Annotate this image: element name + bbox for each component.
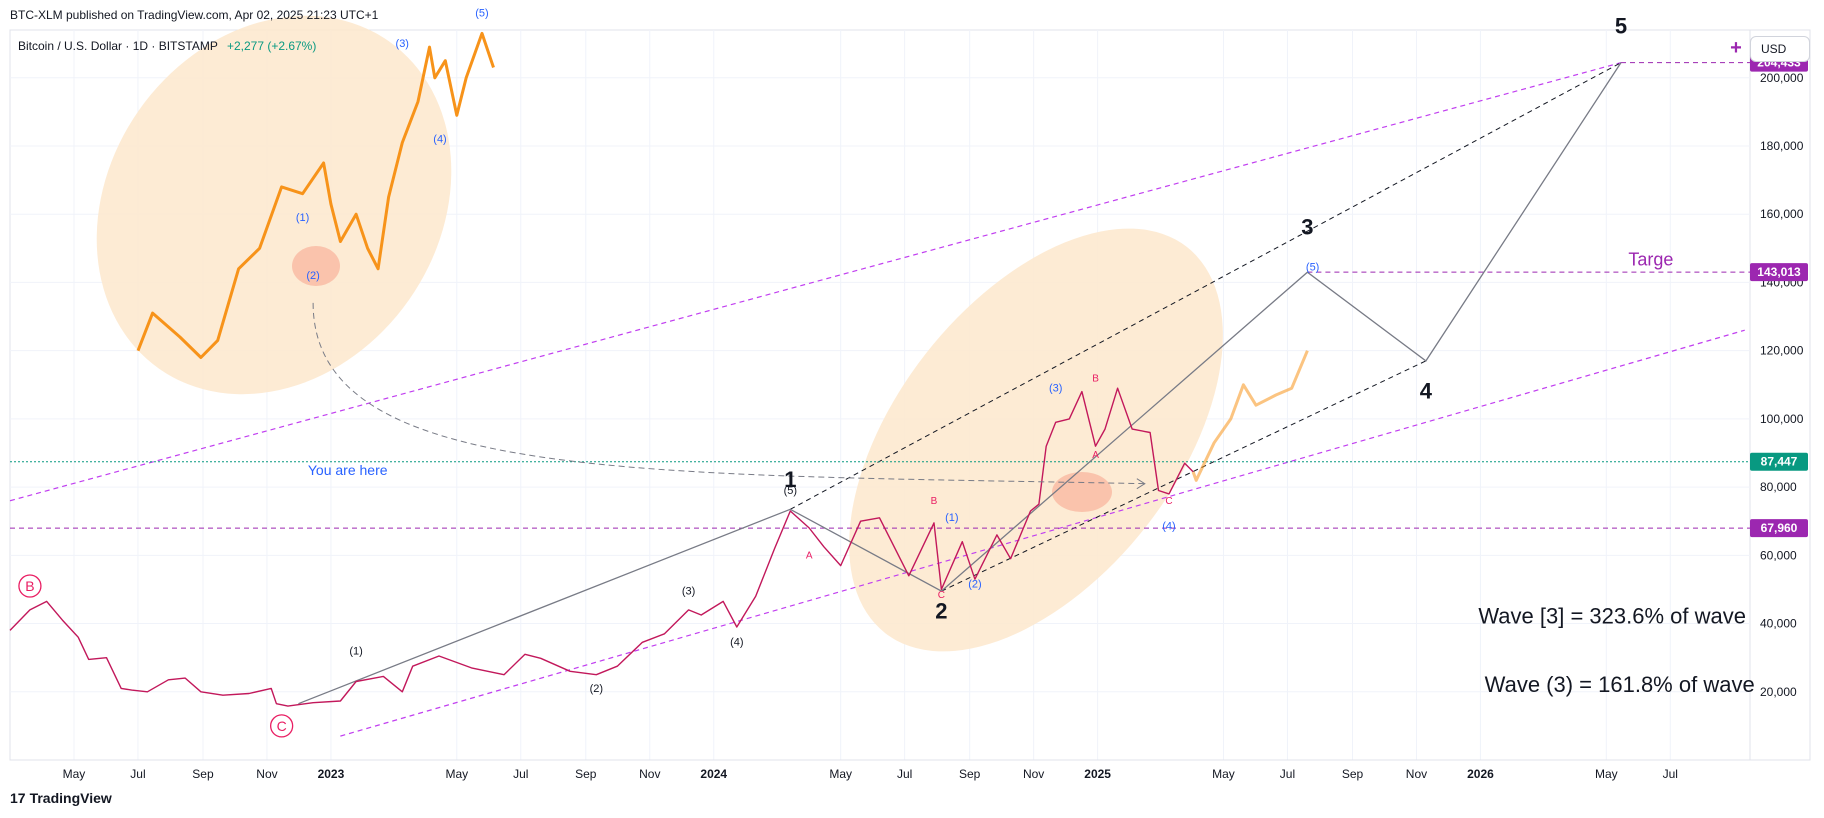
x-tick-label: 2026 xyxy=(1467,767,1494,781)
wave-label: (2) xyxy=(968,579,981,591)
x-tick-label: Sep xyxy=(192,767,214,781)
wave-label: (4) xyxy=(1162,521,1175,533)
plus-icon[interactable]: + xyxy=(1730,37,1742,59)
wave-label-circle xyxy=(18,574,42,598)
x-tick-label: Jul xyxy=(897,767,912,781)
channel-line[interactable] xyxy=(340,329,1745,737)
elliott-wave-path[interactable] xyxy=(298,62,1622,705)
x-tick-label: Nov xyxy=(1406,767,1427,781)
x-tick-label: Jul xyxy=(1663,767,1678,781)
wave-label: (3) xyxy=(396,38,409,50)
x-tick-label: Sep xyxy=(575,767,597,781)
x-tick-label: Jul xyxy=(513,767,528,781)
wave-label: (1) xyxy=(349,645,362,657)
y-tick-label: 20,000 xyxy=(1760,685,1797,699)
wave-label: (2) xyxy=(590,683,603,695)
price-change: +2,277 (+2.67%) xyxy=(226,39,317,53)
wave-label: B xyxy=(931,496,938,507)
wave-label: (5) xyxy=(784,485,797,497)
y-tick-label: 160,000 xyxy=(1760,207,1804,221)
wave-label: (3) xyxy=(1049,383,1062,395)
inset-projection-series[interactable] xyxy=(136,31,495,359)
wave-label: C xyxy=(938,590,945,601)
wave-label: (1) xyxy=(296,212,309,224)
y-tick-label: 80,000 xyxy=(1760,480,1797,494)
wave-label: 1 xyxy=(784,467,796,492)
y-tick-label: 200,000 xyxy=(1760,71,1804,85)
highlight-ellipse xyxy=(849,228,1223,652)
x-tick-label: May xyxy=(63,767,86,781)
tradingview-logo-icon: 17 xyxy=(10,790,26,806)
target-label: Targe xyxy=(1628,249,1673,269)
wave-label: 5 xyxy=(1615,13,1627,38)
x-tick-label: May xyxy=(445,767,468,781)
arrow-head-icon xyxy=(1136,478,1146,490)
x-tick-label: Sep xyxy=(959,767,981,781)
x-tick-label: Jul xyxy=(1280,767,1295,781)
wave-label: B xyxy=(1092,373,1099,384)
x-tick-label: Nov xyxy=(639,767,660,781)
wave-label: 3 xyxy=(1301,215,1313,240)
you-are-here-label: You are here xyxy=(308,462,388,478)
x-tick-label: Nov xyxy=(256,767,277,781)
projection-series[interactable] xyxy=(1191,350,1309,482)
x-tick-label: Jul xyxy=(130,767,145,781)
wave-label: A xyxy=(1092,450,1099,461)
wave-label: (1) xyxy=(945,512,958,524)
highlight-circle xyxy=(292,246,340,286)
wave-label: (4) xyxy=(433,134,446,146)
wave-label: (5) xyxy=(475,7,488,19)
wave-label: A xyxy=(806,551,813,562)
wave-label: (5) xyxy=(1306,261,1319,273)
price-label: 143,013 xyxy=(1757,265,1801,279)
y-tick-label: 120,000 xyxy=(1760,344,1804,358)
watermark-label: TradingView xyxy=(29,790,112,806)
x-tick-label: Nov xyxy=(1023,767,1044,781)
fib-note: Wave [3] = 323.6% of wave xyxy=(1478,604,1746,629)
x-tick-label: 2025 xyxy=(1084,767,1111,781)
you-are-here-arrow xyxy=(312,302,1145,485)
price-series[interactable] xyxy=(9,387,1194,707)
publisher-line: BTC-XLM published on TradingView.com, Ap… xyxy=(10,8,379,22)
y-tick-label: 40,000 xyxy=(1760,617,1797,631)
y-tick-label: 60,000 xyxy=(1760,548,1797,562)
x-tick-label: May xyxy=(1212,767,1235,781)
trend-line[interactable] xyxy=(790,62,1622,510)
wave-label: 4 xyxy=(1420,378,1433,403)
price-label-box xyxy=(1750,519,1808,538)
tradingview-watermark[interactable]: 17 TradingView xyxy=(10,790,112,806)
wave-label: 2 xyxy=(935,598,947,623)
wave-label-circle xyxy=(269,714,294,738)
wave-label: C xyxy=(277,718,287,734)
wave-label: (3) xyxy=(682,586,695,598)
price-label-box xyxy=(1750,263,1808,282)
wave-label: B xyxy=(25,578,34,594)
price-label-box xyxy=(1750,452,1808,471)
price-label: 67,960 xyxy=(1761,521,1798,535)
x-tick-label: May xyxy=(1595,767,1618,781)
x-tick-label: May xyxy=(829,767,852,781)
price-label: 87,447 xyxy=(1761,455,1798,469)
x-tick-label: 2024 xyxy=(700,767,727,781)
y-tick-label: 100,000 xyxy=(1760,412,1804,426)
symbol-title: Bitcoin / U.S. Dollar · 1D · BITSTAMP xyxy=(18,39,218,53)
x-tick-label: Sep xyxy=(1342,767,1364,781)
symbol-info[interactable]: Bitcoin / U.S. Dollar · 1D · BITSTAMP +2… xyxy=(18,39,316,53)
x-tick-label: 2023 xyxy=(318,767,345,781)
wave-label: C xyxy=(1165,496,1172,507)
currency-button[interactable]: USD xyxy=(1750,36,1810,62)
y-tick-label: 180,000 xyxy=(1760,139,1804,153)
wave-label: (2) xyxy=(306,270,319,282)
fib-note: Wave (3) = 161.8% of wave xyxy=(1485,672,1755,697)
wave-label: (4) xyxy=(730,637,743,649)
highlight-circle xyxy=(1052,472,1112,512)
